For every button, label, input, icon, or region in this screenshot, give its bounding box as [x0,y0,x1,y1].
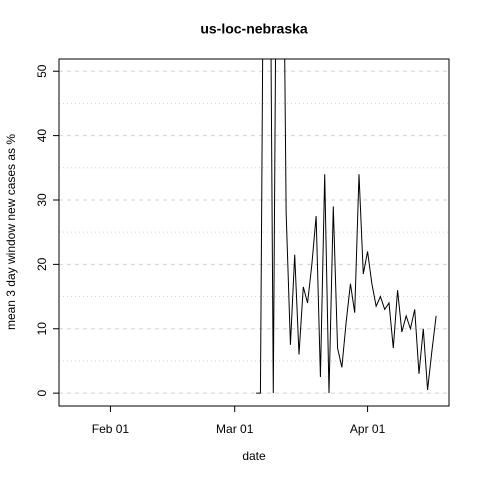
y-tick-label: 30 [35,193,49,207]
y-axis-label: mean 3 day window new cases as % [4,134,18,330]
x-tick-label: Mar 01 [216,422,254,436]
chart-title: us-loc-nebraska [200,21,308,37]
x-tick-label: Feb 01 [92,422,130,436]
y-tick-label: 40 [35,129,49,143]
y-tick-label: 50 [35,64,49,78]
y-tick-label: 10 [35,322,49,336]
x-tick-label: Apr 01 [350,422,386,436]
data-line [256,59,437,394]
plot-frame [58,58,450,407]
y-tick-label: 0 [35,389,49,396]
y-tick-label: 20 [35,257,49,271]
x-axis-label: date [242,449,266,463]
